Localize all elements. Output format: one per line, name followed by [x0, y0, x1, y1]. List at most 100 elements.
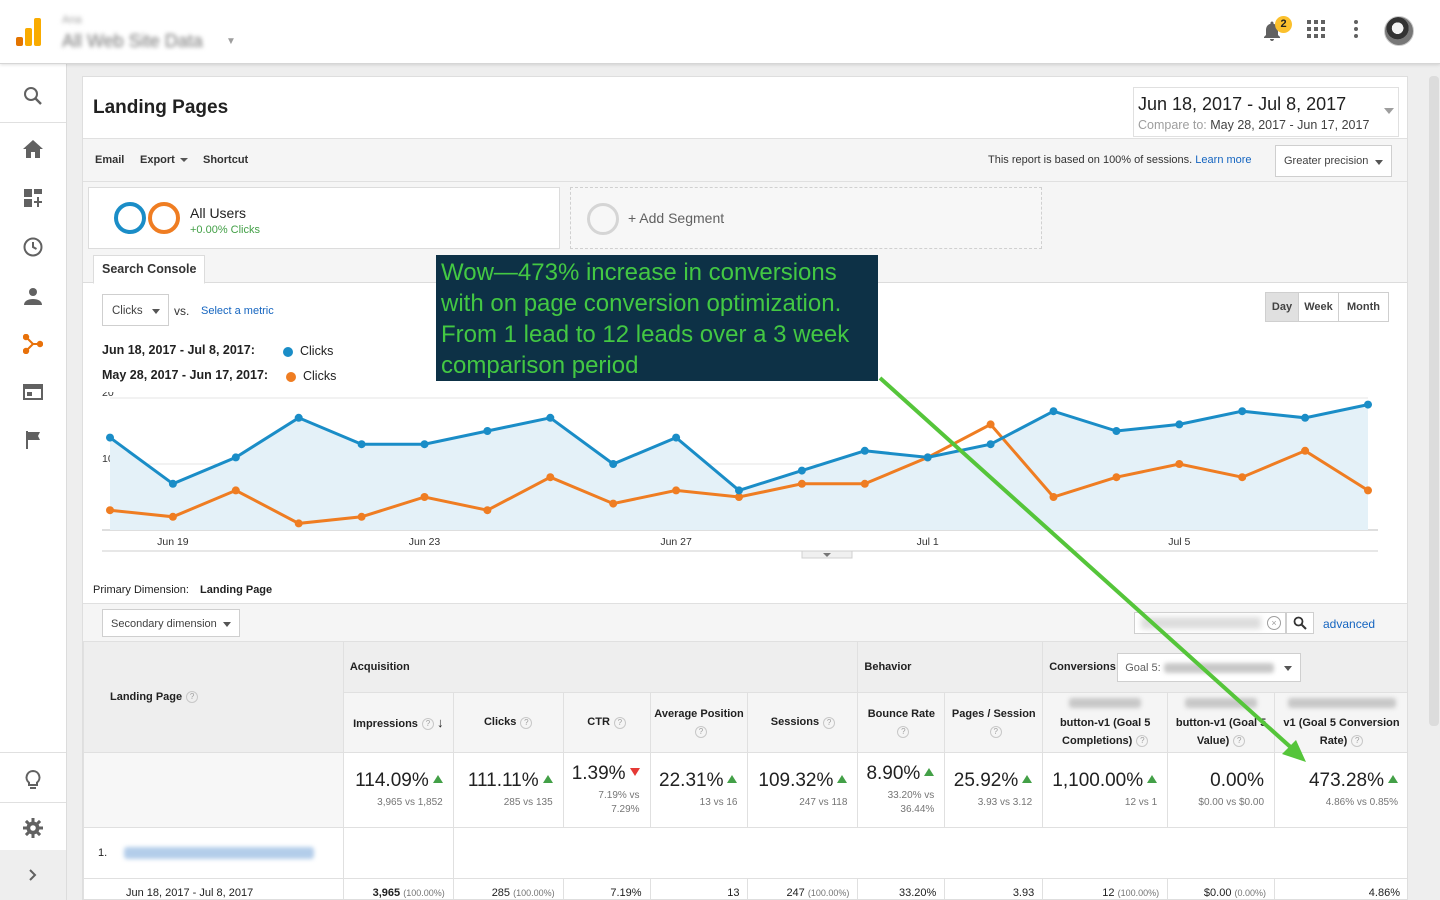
analytics-logo[interactable]	[16, 18, 42, 46]
col-ctr-label: CTR	[587, 716, 610, 729]
help-icon[interactable]: ?	[613, 716, 626, 729]
help-icon[interactable]: ?	[897, 725, 910, 738]
landing-page-header[interactable]: Landing Page?	[83, 641, 344, 753]
data-point	[357, 512, 366, 521]
col-bounce-rate[interactable]: Bounce Rate?	[857, 692, 946, 753]
row-landing-page-cell[interactable]: 1.	[83, 827, 344, 879]
x-tick-label: Jul 5	[1168, 536, 1190, 548]
col-sessions[interactable]: Sessions?	[747, 692, 859, 753]
help-icon[interactable]: ?	[823, 716, 836, 729]
data-point	[860, 446, 869, 455]
row-value: 4.86%	[1274, 878, 1407, 899]
primary-dimension-label: Primary Dimension:	[93, 584, 189, 596]
view-caret-icon[interactable]: ▼	[226, 36, 236, 47]
trend-up-icon	[1022, 775, 1033, 783]
table-row: 1.	[83, 827, 1407, 879]
col-goal-completions[interactable]: button-v1 (Goal 5 Completions)?	[1042, 692, 1169, 753]
expand-chevron-icon[interactable]	[0, 850, 66, 900]
period-day-button[interactable]: Day	[1266, 293, 1299, 321]
secondary-dimension-select[interactable]: Secondary dimension	[102, 609, 240, 637]
help-icon[interactable]: ?	[1233, 734, 1246, 747]
data-point	[483, 506, 492, 515]
learn-more-link[interactable]: Learn more	[1195, 154, 1252, 166]
total-value: 1,100.00%	[1052, 770, 1144, 791]
data-point	[546, 473, 555, 482]
add-segment-button[interactable]: + Add Segment	[570, 187, 1042, 249]
more-vert-icon[interactable]	[1344, 20, 1368, 44]
conversions-group-header: Conversions Goal 5:	[1042, 641, 1407, 693]
report-toolbar: Email Export Shortcut This report is bas…	[83, 138, 1407, 182]
realtime-clock-icon[interactable]	[0, 223, 66, 271]
email-button[interactable]: Email	[95, 154, 125, 166]
data-point	[797, 466, 806, 475]
help-icon[interactable]: ?	[186, 691, 199, 704]
total-ctr: 1.39% 7.19% vs 7.29%	[562, 752, 651, 828]
advanced-filter-link[interactable]: advanced	[1323, 617, 1376, 631]
table-search-input[interactable]: ×	[1134, 612, 1286, 634]
sidebar	[0, 64, 67, 900]
export-button[interactable]: Export	[140, 154, 188, 166]
col-goal-value[interactable]: button-v1 (Goal 5 Value)?	[1167, 692, 1276, 753]
search-icon[interactable]	[0, 72, 66, 120]
view-selector[interactable]: All Web Site Data	[62, 31, 203, 51]
goal-caret-icon	[1284, 666, 1293, 671]
landing-page-link-blurred[interactable]	[124, 847, 315, 860]
segment-ring-current-icon	[114, 202, 146, 234]
compare-range-value: May 28, 2017 - Jun 17, 2017	[1210, 118, 1370, 132]
col-ctr[interactable]: CTR?	[562, 692, 651, 753]
segment-all-users[interactable]: All Users +0.00% Clicks	[88, 187, 560, 249]
shortcut-button[interactable]: Shortcut	[203, 154, 249, 166]
account-name[interactable]: Ana	[62, 14, 82, 26]
row-value-text: 3,965	[372, 887, 401, 899]
data-point	[1238, 407, 1247, 416]
tab-search-console[interactable]: Search Console	[93, 255, 206, 284]
precision-select[interactable]: Greater precision	[1275, 145, 1392, 177]
help-icon[interactable]: ?	[1351, 734, 1364, 747]
help-icon[interactable]: ?	[1136, 734, 1149, 747]
data-table: Landing Page? Acquisition Behavior Conve…	[83, 641, 1407, 899]
apps-grid-icon[interactable]	[1304, 20, 1328, 44]
period-toggle: Day Week Month	[1265, 292, 1389, 322]
col-goal-conv-rate[interactable]: v1 (Goal 5 Conversion Rate)?	[1274, 692, 1407, 753]
clear-search-icon[interactable]: ×	[1267, 616, 1281, 630]
home-icon[interactable]	[0, 125, 66, 173]
period-week-button[interactable]: Week	[1299, 293, 1339, 321]
help-icon[interactable]: ?	[421, 718, 434, 731]
dashboard-icon[interactable]	[0, 174, 66, 222]
help-icon[interactable]: ?	[989, 725, 1002, 738]
primary-dimension-value[interactable]: Landing Page	[200, 584, 273, 596]
col-avg-position-label: Average Position	[654, 707, 744, 720]
table-search-button[interactable]	[1286, 612, 1314, 634]
conversions-flag-icon[interactable]	[0, 416, 66, 464]
legend-range-compare: May 28, 2017 - Jun 17, 2017:	[102, 368, 269, 382]
trend-up-icon	[727, 775, 738, 783]
sort-arrow-icon[interactable]: ↓	[436, 714, 444, 730]
data-point	[1238, 473, 1247, 482]
behavior-icon[interactable]	[0, 368, 66, 416]
acquisition-icon[interactable]	[0, 320, 66, 368]
row-value-pct: (100.00%)	[403, 888, 445, 898]
col-clicks[interactable]: Clicks?	[452, 692, 564, 753]
data-point	[294, 519, 303, 528]
help-icon[interactable]: ?	[695, 725, 708, 738]
avatar[interactable]	[1384, 16, 1414, 46]
col-avg-position[interactable]: Average Position?	[649, 692, 749, 753]
date-caret-icon[interactable]	[1384, 108, 1394, 114]
metric-select[interactable]: Clicks	[102, 294, 169, 326]
help-icon[interactable]: ?	[520, 716, 533, 729]
period-month-button[interactable]: Month	[1347, 301, 1380, 313]
data-point	[231, 453, 240, 462]
audience-person-icon[interactable]	[0, 272, 66, 320]
date-range-picker[interactable]: Jun 18, 2017 - Jul 8, 2017 Compare to: M…	[1133, 87, 1399, 137]
goal-select[interactable]: Goal 5:	[1117, 653, 1302, 682]
col-pages-session[interactable]: Pages / Session?	[944, 692, 1044, 753]
col-impressions-label: Impressions	[353, 717, 418, 730]
total-detail: 13 vs 16	[699, 797, 738, 808]
discover-bulb-icon[interactable]	[0, 756, 66, 804]
admin-gear-icon[interactable]	[0, 804, 66, 852]
page-scrollbar[interactable]	[1429, 76, 1439, 726]
data-point	[168, 512, 177, 521]
col-impressions[interactable]: Impressions? ↓	[342, 692, 454, 753]
vs-label: vs.	[174, 304, 190, 318]
select-metric-link[interactable]: Select a metric	[201, 305, 274, 317]
